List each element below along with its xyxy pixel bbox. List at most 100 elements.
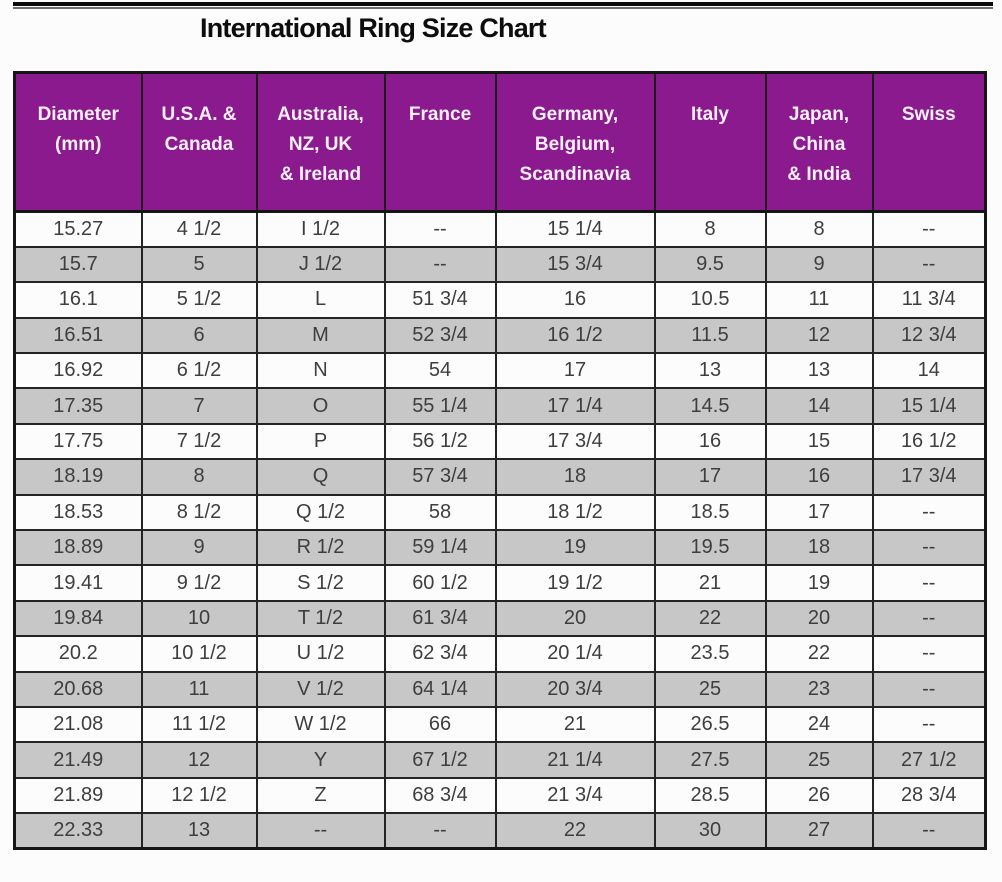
table-cell: 62 3/4 (383, 635, 497, 673)
table-cell: Z (255, 776, 386, 815)
table-cell: 20.68 (13, 670, 143, 708)
table-cell: 21 (653, 564, 767, 602)
table-cell: 30 (653, 812, 767, 850)
table-cell: 16.51 (13, 316, 143, 355)
table-cell: 16.1 (13, 281, 143, 319)
table-cell: 15 1/4 (871, 387, 987, 425)
table-cell: 27 (764, 812, 874, 850)
table-cell: O (255, 387, 386, 425)
table-cell: 26 (764, 776, 874, 815)
table-cell: N (255, 352, 386, 390)
table-cell: U 1/2 (255, 635, 386, 673)
table-cell: 55 1/4 (383, 387, 497, 425)
table-cell: 58 (383, 493, 497, 532)
table-cell: 28 3/4 (871, 776, 987, 815)
table-cell: M (255, 316, 386, 355)
table-cell: -- (871, 599, 987, 638)
table-cell: I 1/2 (255, 210, 386, 248)
table-cell: J 1/2 (255, 245, 386, 284)
table-cell: 20.2 (13, 635, 143, 673)
table-cell: 17 (494, 352, 656, 390)
table-cell: -- (871, 529, 987, 567)
column-header: U.S.A. & Canada (140, 71, 258, 213)
table-cell: T 1/2 (255, 599, 386, 638)
table-cell: 12 (764, 316, 874, 355)
table-cell: 24 (764, 705, 874, 744)
table-cell: 17 3/4 (871, 458, 987, 496)
table-row: 18.89 9 R 1/2 59 1/4 19 19.5 18 -- (13, 529, 987, 567)
table-cell: Q (255, 458, 386, 496)
table-cell: 61 3/4 (383, 599, 497, 638)
table-cell: 18.89 (13, 529, 143, 567)
table-cell: 66 (383, 705, 497, 744)
table-cell: 17 3/4 (494, 422, 656, 461)
table-cell: 17.35 (13, 387, 143, 425)
table-cell: 27 1/2 (871, 741, 987, 779)
table-cell: 12 1/2 (140, 776, 258, 815)
column-header: Diameter (mm) (13, 71, 143, 213)
table-cell: 19.41 (13, 564, 143, 602)
top-divider-line (13, 2, 993, 6)
table-cell: 18 (764, 529, 874, 567)
table-cell: 68 3/4 (383, 776, 497, 815)
table-cell: 20 (494, 599, 656, 638)
table-row: 16.92 6 1/2 N 54 17 13 13 14 (13, 352, 987, 390)
table-cell: 15 1/4 (494, 210, 656, 248)
table-cell: 13 (140, 812, 258, 850)
table-cell: 21.49 (13, 741, 143, 779)
table-cell: 18.5 (653, 493, 767, 532)
table-row: 22.33 13 -- -- 22 30 27 -- (13, 812, 987, 850)
table-cell: 21.08 (13, 705, 143, 744)
table-row: 15.27 4 1/2 I 1/2 -- 15 1/4 8 8 -- (13, 210, 987, 248)
table-cell: 54 (383, 352, 497, 390)
top-divider-shadow-line (13, 7, 993, 9)
column-header: France (383, 71, 497, 213)
table-cell: 13 (653, 352, 767, 390)
table-cell: 9 (764, 245, 874, 284)
table-cell: 12 (140, 741, 258, 779)
table-cell: 10 1/2 (140, 635, 258, 673)
table-row: 20.68 11 V 1/2 64 1/4 20 3/4 25 23 -- (13, 670, 987, 708)
table-cell: 19 (494, 529, 656, 567)
table-cell: P (255, 422, 386, 461)
table-cell: 59 1/4 (383, 529, 497, 567)
table-cell: 60 1/2 (383, 564, 497, 602)
table-cell: 23.5 (653, 635, 767, 673)
table-cell: -- (383, 210, 497, 248)
table-cell: 28.5 (653, 776, 767, 815)
table-cell: 8 1/2 (140, 493, 258, 532)
table-cell: -- (255, 812, 386, 850)
table-cell: 21.89 (13, 776, 143, 815)
table-row: 19.84 10 T 1/2 61 3/4 20 22 20 -- (13, 599, 987, 638)
table-cell: 5 (140, 245, 258, 284)
table-cell: Q 1/2 (255, 493, 386, 532)
table-cell: 20 1/4 (494, 635, 656, 673)
table-cell: 18.53 (13, 493, 143, 532)
table-cell: 6 1/2 (140, 352, 258, 390)
table-cell: 21 1/4 (494, 741, 656, 779)
table-cell: 22.33 (13, 812, 143, 850)
table-body: 15.27 4 1/2 I 1/2 -- 15 1/4 8 8 -- 15.7 5 J 1/2 -- 1… (13, 210, 987, 850)
table-cell: 14 (764, 387, 874, 425)
table-row: 21.08 11 1/2 W 1/2 66 21 26.5 24 -- (13, 705, 987, 744)
table-cell: -- (871, 670, 987, 708)
table-cell: 19 1/2 (494, 564, 656, 602)
table-cell: Y (255, 741, 386, 779)
table-row: 17.35 7 O 55 1/4 17 1/4 14.5 14 15 1/4 (13, 387, 987, 425)
table-cell: 9 (140, 529, 258, 567)
table-cell: 57 3/4 (383, 458, 497, 496)
table-cell: V 1/2 (255, 670, 386, 708)
table-cell: 18.19 (13, 458, 143, 496)
table-row: 16.51 6 M 52 3/4 16 1/2 11.5 12 12 3/4 (13, 316, 987, 355)
table-cell: 11 1/2 (140, 705, 258, 744)
table-cell: -- (871, 245, 987, 284)
table-cell: -- (871, 812, 987, 850)
table-cell: 21 3/4 (494, 776, 656, 815)
table-cell: 16.92 (13, 352, 143, 390)
table-cell: 11 (140, 670, 258, 708)
table-cell: 22 (653, 599, 767, 638)
table-cell: 9.5 (653, 245, 767, 284)
table-cell: 6 (140, 316, 258, 355)
table-cell: L (255, 281, 386, 319)
